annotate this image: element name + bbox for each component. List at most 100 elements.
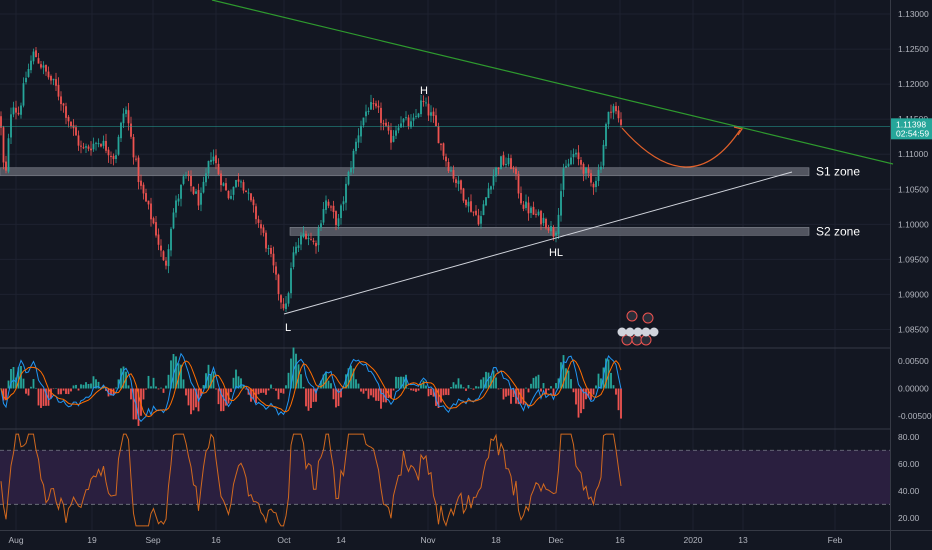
candle-body: [390, 130, 392, 143]
macd-histogram-bar: [115, 387, 117, 389]
macd-histogram-bar: [75, 384, 77, 389]
candle-body: [315, 243, 317, 247]
candle-body: [132, 137, 135, 158]
macd-pane[interactable]: [0, 347, 622, 426]
macd-histogram-bar: [292, 347, 295, 389]
candle-body: [450, 170, 452, 172]
macd-histogram-bar: [592, 388, 595, 395]
macd-histogram-bar: [340, 388, 342, 398]
projection-curve: [621, 127, 741, 168]
macd-histogram-bar: [262, 388, 265, 393]
macd-histogram-bar: [252, 388, 255, 400]
candle-body: [567, 163, 570, 167]
macd-histogram-bar: [385, 388, 387, 403]
candle-body: [332, 205, 335, 213]
macd-histogram-bar: [467, 385, 470, 389]
macd-tick-label: 0.00000: [898, 384, 929, 394]
candle-body: [430, 112, 432, 116]
candle-body: [172, 212, 175, 229]
candle-body: [252, 199, 255, 206]
macd-histogram-bar: [127, 385, 130, 389]
candle-body: [217, 163, 220, 175]
candle-body: [77, 135, 80, 146]
macd-histogram-bar: [142, 388, 145, 400]
candle-body: [260, 224, 262, 229]
candle-body: [60, 96, 62, 105]
candle-body: [500, 156, 502, 170]
candle-body: [62, 103, 65, 106]
macd-histogram-bar: [540, 388, 542, 392]
macd-histogram-bar: [240, 378, 242, 389]
candle-body: [190, 175, 192, 187]
event-marker-icon: [626, 310, 638, 322]
candle-body: [287, 293, 290, 304]
candle-body: [470, 201, 472, 212]
macd-histogram-bar: [162, 388, 165, 393]
event-marker-icon: [621, 334, 633, 346]
projection-arrowhead: [733, 126, 743, 136]
macd-histogram-bar: [180, 364, 182, 389]
candle-body: [202, 181, 205, 193]
candle-body: [370, 102, 372, 110]
candle-body: [232, 186, 235, 195]
event-marker-icon: [642, 312, 654, 324]
macd-histogram-bar: [17, 367, 20, 389]
candle-body: [267, 247, 270, 249]
candle-body: [25, 77, 27, 83]
candle-body: [192, 186, 195, 194]
candle-body: [2, 127, 5, 163]
macd-histogram-bar: [545, 388, 547, 395]
candle-body: [427, 103, 430, 116]
candle-body: [20, 105, 22, 115]
candle-body: [285, 303, 287, 310]
candle-body: [255, 206, 257, 220]
macd-line: [0, 352, 622, 423]
candle-body: [580, 160, 582, 165]
candle-body: [272, 253, 275, 266]
macd-histogram-bar: [617, 388, 620, 411]
candle-body: [415, 115, 417, 117]
macd-histogram-bar: [285, 385, 287, 389]
macd-histogram-bar: [567, 370, 570, 389]
macd-histogram-bar: [460, 384, 462, 389]
macd-histogram-bar: [280, 388, 282, 393]
candle-body: [162, 251, 165, 261]
macd-histogram-bar: [355, 379, 357, 389]
macd-histogram-bar: [585, 388, 587, 400]
macd-histogram-bar: [300, 374, 302, 389]
rsi-band: [0, 450, 890, 505]
candle-body: [350, 167, 352, 173]
macd-histogram-bar: [487, 372, 490, 389]
macd-histogram-bar: [52, 388, 55, 390]
macd-histogram-bar: [97, 381, 100, 389]
candle-body: [395, 130, 397, 136]
candle-body: [250, 193, 252, 201]
candle-body: [297, 245, 300, 249]
candle-body: [135, 158, 137, 160]
candle-body: [597, 170, 600, 181]
macd-histogram-bar: [27, 388, 30, 396]
macd-histogram-bar: [535, 376, 537, 389]
candle-body: [507, 158, 510, 165]
macd-histogram-bar: [245, 388, 247, 390]
price-tick-label: 1.11000: [898, 149, 928, 159]
candle-body: [330, 206, 332, 208]
macd-histogram-bar: [525, 387, 527, 389]
rsi-pane[interactable]: [0, 433, 890, 527]
candle-body: [290, 268, 292, 294]
macd-histogram-bar: [207, 364, 210, 389]
macd-histogram-bar: [325, 372, 327, 389]
candle-body: [47, 71, 50, 78]
macd-histogram-bar: [250, 388, 252, 402]
price-pane[interactable]: S1 zone S2 zone L H HL: [0, 0, 894, 346]
candle-body: [590, 173, 592, 183]
candle-body: [375, 103, 377, 107]
candle-body: [537, 211, 540, 215]
candle-body: [182, 176, 185, 184]
macd-histogram-bar: [620, 388, 622, 419]
macd-histogram-bar: [305, 388, 307, 407]
candle-body: [545, 218, 547, 229]
event-marker-icon: [633, 327, 643, 337]
